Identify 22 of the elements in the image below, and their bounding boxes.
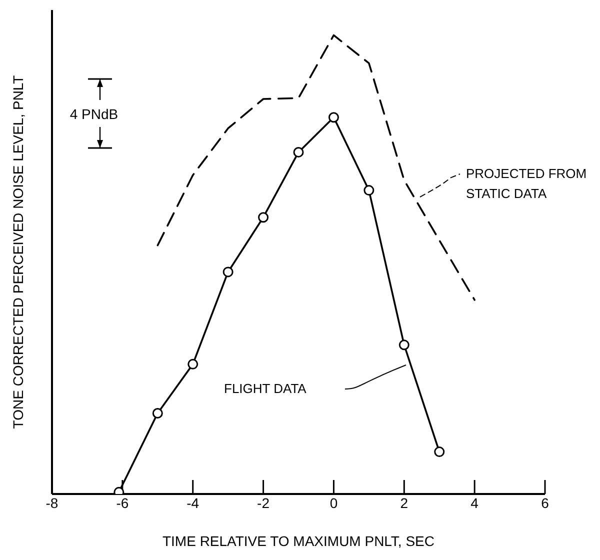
point bbox=[222, 266, 234, 278]
x-tick-label: -8 bbox=[46, 494, 58, 511]
y-axis-title: TONE CORRECTED PERCEIVED NOISE LEVEL, PNLT bbox=[10, 74, 26, 429]
x-axis-title: TIME RELATIVE TO MAXIMUM PNLT, SEC bbox=[162, 533, 435, 549]
point bbox=[364, 185, 374, 196]
x-tick-label: -6 bbox=[116, 494, 129, 511]
x-tick-label: -2 bbox=[257, 494, 270, 511]
point bbox=[293, 146, 304, 158]
x-tick-label: 4 bbox=[470, 494, 479, 511]
x-tick-label: 0 bbox=[330, 494, 338, 511]
x-tick-label: 2 bbox=[400, 494, 408, 511]
point bbox=[188, 358, 198, 370]
point bbox=[152, 408, 163, 419]
x-tick-label: 6 bbox=[541, 494, 550, 511]
point bbox=[434, 446, 445, 458]
legend-label: PROJECTED FROM STATIC DATA bbox=[466, 166, 587, 201]
point bbox=[328, 112, 339, 123]
annotation: 4 PNdB bbox=[70, 106, 118, 122]
point bbox=[258, 212, 269, 223]
point bbox=[398, 340, 410, 350]
x-tick-label: -4 bbox=[186, 494, 200, 511]
text: FLIGHT DATA bbox=[224, 381, 307, 396]
